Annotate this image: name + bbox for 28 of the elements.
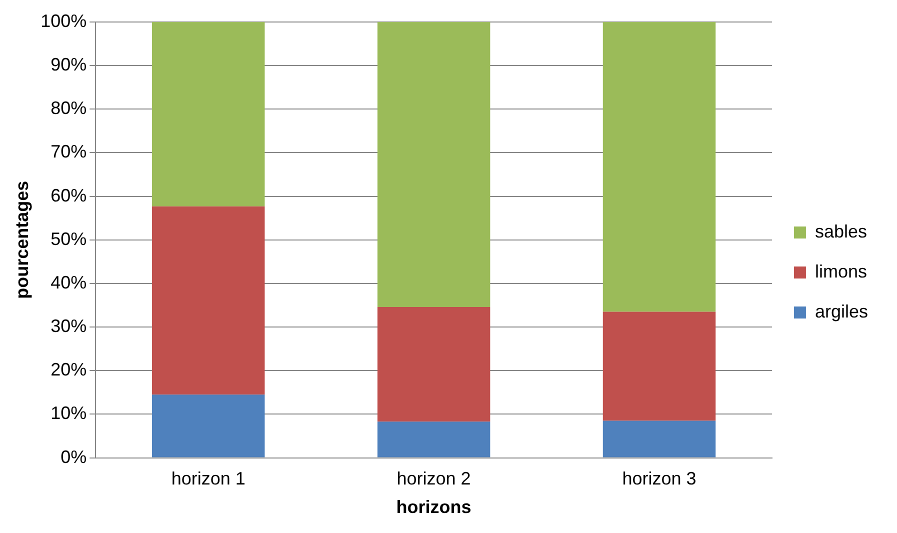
- x-axis-title: horizons: [396, 497, 472, 518]
- y-tick-label: 90%: [50, 54, 87, 75]
- bar: [602, 420, 716, 458]
- y-tick-label: 80%: [50, 98, 87, 118]
- y-tick-label: 0%: [60, 446, 87, 467]
- bar: [377, 422, 490, 458]
- y-tick-label: 70%: [50, 142, 87, 162]
- x-tick-label: horizon 3: [622, 468, 696, 489]
- x-tick-label: horizon 2: [396, 468, 471, 489]
- y-tick-label: 50%: [50, 228, 87, 249]
- y-tick-label: 30%: [50, 316, 87, 336]
- x-tick-label: horizon 1: [171, 468, 246, 489]
- legend-label: argiles: [814, 301, 868, 322]
- bar: [602, 312, 716, 421]
- y-tick-label: 100%: [40, 10, 87, 31]
- y-tick-label: 60%: [50, 185, 87, 206]
- bar: [377, 22, 490, 308]
- bar: [377, 307, 490, 422]
- bar: [152, 394, 265, 458]
- y-axis-title: pourcentages: [12, 180, 32, 299]
- legend-label: sables: [814, 221, 868, 242]
- y-tick-label: 20%: [50, 360, 87, 380]
- y-tick-label: 40%: [50, 272, 87, 292]
- bar: [152, 206, 265, 395]
- legend-label: limons: [814, 261, 867, 282]
- bar: [152, 22, 265, 206]
- y-tick-label: 10%: [50, 403, 87, 424]
- bar: [602, 22, 716, 312]
